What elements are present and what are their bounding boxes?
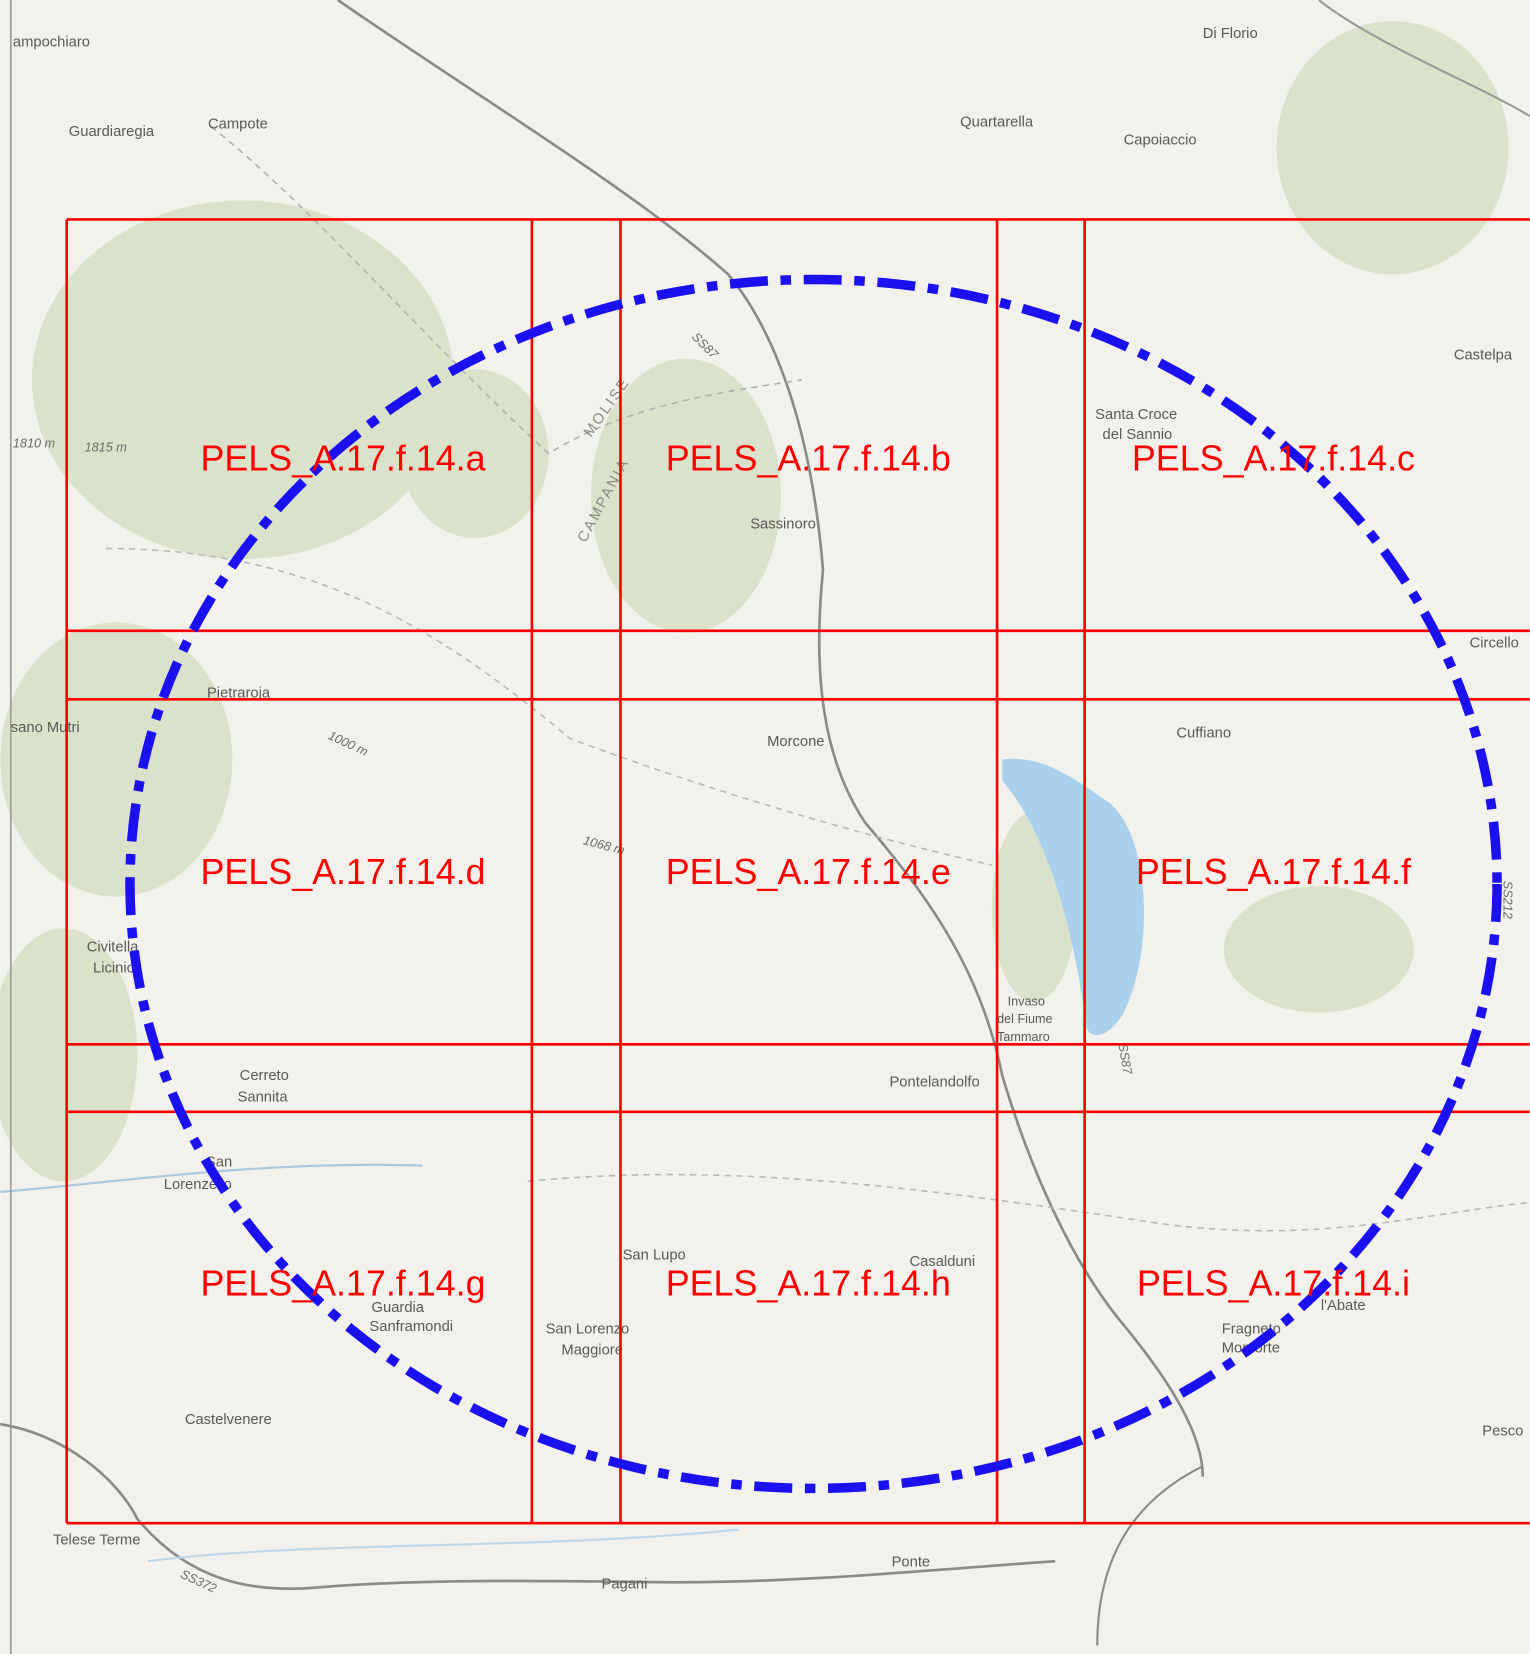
road-label: SS212: [1500, 881, 1514, 919]
place-label: ampochiaro: [13, 34, 90, 50]
place-label: Pontelandolfo: [889, 1074, 979, 1090]
place-label: Invaso: [1008, 994, 1045, 1008]
place-label: San Lupo: [623, 1247, 686, 1263]
map: ampochiaro Guardiaregia Campote Di Flori…: [0, 0, 1530, 1654]
place-label: Castelpa: [1454, 348, 1513, 364]
tile-label: PELS_A.17.f.14.f: [1136, 852, 1412, 892]
place-label: Castelvenere: [185, 1412, 272, 1428]
place-label: Maggiore: [561, 1342, 623, 1358]
place-label: Tammaro: [997, 1030, 1050, 1044]
tile-label: PELS_A.17.f.14.b: [666, 438, 951, 478]
place-label: Cuffiano: [1176, 725, 1231, 741]
place-label: Cerreto: [240, 1068, 289, 1084]
place-label: Guardiaregia: [69, 124, 155, 140]
place-label: del Fiume: [997, 1012, 1053, 1026]
tile-label: PELS_A.17.f.14.d: [201, 852, 486, 892]
place-label: Santa Croce: [1095, 407, 1177, 423]
elevation-label: 1815 m: [85, 440, 127, 454]
tile-label: PELS_A.17.f.14.a: [201, 438, 486, 478]
place-label: Morcone: [767, 734, 824, 750]
tile-label: PELS_A.17.f.14.c: [1132, 438, 1415, 478]
place-label: Quartarella: [960, 115, 1034, 131]
tile-label: PELS_A.17.f.14.i: [1137, 1263, 1410, 1303]
place-label: sano Mutri: [11, 720, 80, 736]
place-label: Sanframondi: [369, 1319, 453, 1335]
place-label: Campote: [208, 117, 268, 133]
place-label: Ponte: [892, 1554, 931, 1570]
place-label: San Lorenzo: [546, 1321, 630, 1337]
place-label: Pagani: [601, 1577, 647, 1593]
place-label: Capoiaccio: [1124, 133, 1197, 149]
tile-label: PELS_A.17.f.14.e: [666, 852, 951, 892]
place-label: Sassinoro: [750, 516, 816, 532]
place-label: Pesco: [1482, 1424, 1523, 1440]
place-label: Di Florio: [1203, 26, 1258, 42]
place-label: Licinio: [93, 961, 135, 977]
elevation-label: 1810 m: [13, 436, 55, 450]
place-label: Sannita: [238, 1089, 289, 1105]
place-label: Circello: [1470, 636, 1519, 652]
tile-label: PELS_A.17.f.14.g: [201, 1263, 486, 1303]
tile-label: PELS_A.17.f.14.h: [666, 1263, 951, 1303]
place-label: Telese Terme: [53, 1532, 140, 1548]
